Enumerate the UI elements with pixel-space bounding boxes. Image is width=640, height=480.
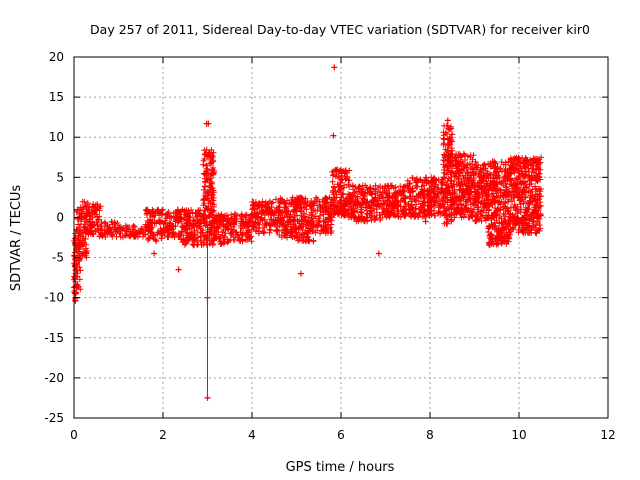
x-tick-label: 8 [426, 428, 434, 442]
data-point-outlier-8 [444, 117, 451, 124]
data-point-outlier-10 [175, 266, 182, 273]
x-tick-label: 12 [600, 428, 615, 442]
x-tick-label: 6 [337, 428, 345, 442]
data-band-5 [116, 222, 149, 241]
data-band-23 [484, 158, 514, 249]
y-tick-label: -20 [44, 371, 64, 385]
data-point-outlier-4 [331, 64, 338, 71]
y-tick-label: -10 [44, 291, 64, 305]
y-tick-label: 20 [49, 50, 64, 64]
data-band-22 [471, 158, 491, 225]
data-point-outlier-9 [422, 218, 429, 225]
y-tick-label: 15 [49, 90, 64, 104]
data-point-outlier-6 [297, 270, 304, 277]
data-point-outlier-5 [330, 132, 337, 139]
x-tick-label: 0 [70, 428, 78, 442]
data-point-outlier-3 [205, 120, 212, 127]
x-tick-label: 4 [248, 428, 256, 442]
data-band-14 [293, 194, 318, 245]
data-point-outlier-1 [204, 294, 211, 301]
data-band-12 [249, 198, 278, 237]
data-band-15 [312, 194, 335, 237]
y-tick-label: 0 [56, 210, 64, 224]
data-point-outlier-0 [204, 394, 211, 401]
y-tick-label: -15 [44, 331, 64, 345]
data-point-outlier-7 [375, 250, 382, 257]
x-tick-label: 2 [159, 428, 167, 442]
y-tick-label: -25 [44, 411, 64, 425]
axes: 0 2 4 6 8 10 12 -25 -20 -15 -10 -5 0 5 10 15 20 [44, 50, 615, 442]
chart-title: Day 257 of 2011, Sidereal Day-to-day VTE… [90, 22, 590, 37]
data-band-6 [142, 206, 166, 245]
x-tick-label: 10 [511, 428, 526, 442]
data-band-18 [378, 182, 411, 221]
data-point-outlier-11 [151, 250, 158, 257]
data-band-20 [440, 122, 456, 227]
data-band-4 [97, 218, 122, 240]
data-band-3 [84, 200, 104, 240]
data-band-24 [507, 154, 545, 237]
y-tick-label: -5 [52, 251, 64, 265]
data-band-21 [449, 150, 478, 221]
x-axis-label: GPS time / hours [286, 460, 395, 475]
y-axis-label: SDTVAR / TECUs [9, 185, 24, 292]
data-band-10 [211, 211, 232, 247]
y-tick-label: 10 [49, 130, 64, 144]
data-band-17 [347, 182, 384, 225]
y-tick-label: 5 [56, 170, 64, 184]
